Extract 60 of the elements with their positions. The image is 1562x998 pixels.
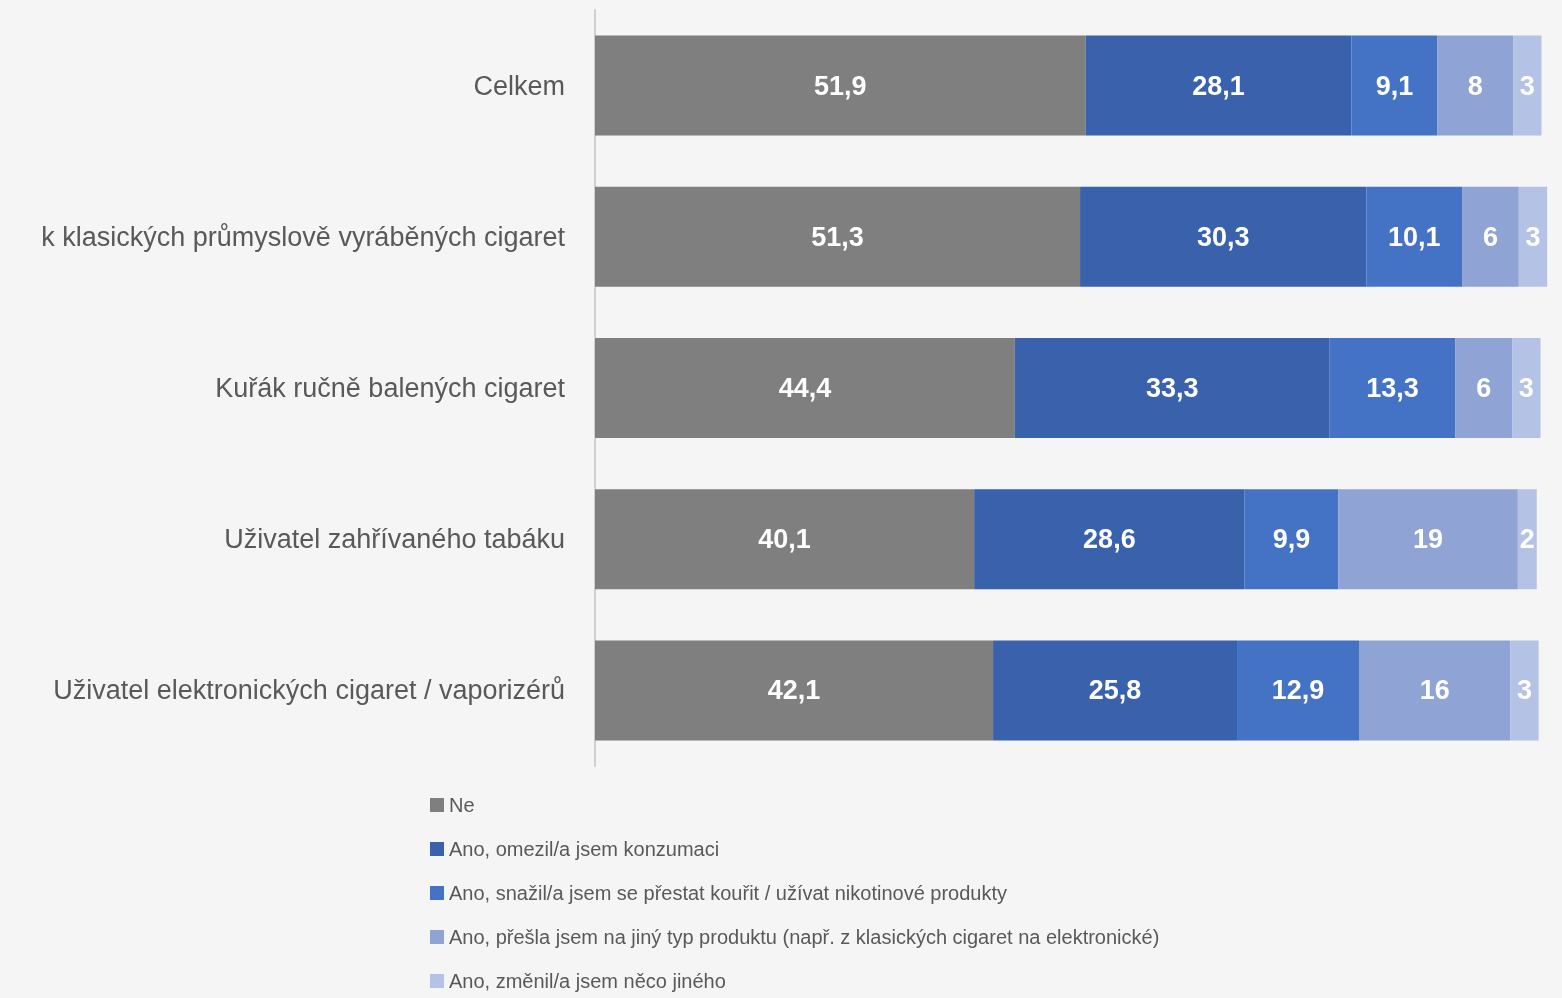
data-label: 9,1 [1375, 70, 1414, 101]
data-label: 16 [1419, 675, 1450, 706]
bar [595, 338, 1015, 438]
bar [595, 489, 975, 590]
legend-label: Ano, změnil/a jsem něco jiného [449, 970, 726, 992]
data-label: 25,8 [1088, 675, 1142, 706]
data-label: 8 [1467, 70, 1483, 101]
legend-label: Ano, omezil/a jsem konzumaci [449, 838, 720, 860]
bar [1085, 35, 1352, 136]
bar [993, 640, 1238, 741]
bar [1455, 338, 1513, 438]
data-label: 51,9 [814, 70, 867, 101]
data-label: 6 [1476, 373, 1492, 403]
data-label: 9,9 [1272, 524, 1311, 555]
bar [595, 640, 994, 741]
bar [1366, 186, 1463, 287]
bar [1359, 640, 1511, 741]
data-label: 3 [1525, 221, 1541, 252]
bar [1080, 186, 1367, 287]
bar [1244, 489, 1339, 590]
data-label: 28,1 [1192, 70, 1245, 101]
data-label: 40,1 [758, 524, 811, 555]
bar [1518, 186, 1548, 287]
data-label: 6 [1482, 221, 1498, 252]
bar [595, 35, 1086, 136]
bar [1513, 35, 1542, 136]
bar [974, 489, 1245, 590]
data-label: 3 [1518, 373, 1534, 403]
y-tick-label: k klasických průmyslově vyráběných cigaret [41, 221, 566, 252]
bar [1517, 489, 1537, 590]
data-label: 51,3 [811, 221, 864, 252]
data-label: 3 [1519, 70, 1535, 101]
bar [1014, 338, 1330, 438]
data-label: 30,3 [1197, 221, 1250, 252]
bar [1462, 186, 1519, 287]
bar [1237, 640, 1359, 741]
data-label: 33,3 [1145, 373, 1199, 403]
legend-label: Ne [449, 794, 475, 816]
data-label: 12,9 [1271, 675, 1325, 706]
legend-label: Ano, přešla jsem na jiný typ produktu (např. z klasických cigaret na elektronické) [449, 926, 1160, 948]
data-label: 44,4 [778, 373, 832, 403]
y-tick-label: Uživatel zahřívaného tabáku [224, 524, 565, 555]
data-label: 2 [1519, 524, 1535, 555]
bar [595, 186, 1081, 287]
data-label: 42,1 [767, 675, 821, 706]
data-label: 19 [1413, 524, 1444, 555]
bar [1510, 640, 1539, 741]
bar [1512, 338, 1541, 438]
data-label: 13,3 [1366, 373, 1419, 403]
y-tick-label: Celkem [473, 70, 565, 101]
y-tick-label: Uživatel elektronických cigaret / vaporizérů [53, 675, 565, 706]
y-tick-label: Kuřák ručně balených cigaret [215, 373, 566, 403]
bar [1437, 35, 1514, 136]
data-label: 28,6 [1083, 524, 1136, 555]
bar [1338, 489, 1518, 590]
bar [1329, 338, 1456, 438]
legend-label: Ano, snažil/a jsem se přestat kouřit / užívat nikotinové produkty [449, 882, 1008, 904]
bar [1351, 35, 1438, 136]
data-label: 3 [1516, 675, 1532, 706]
data-label: 10,1 [1388, 221, 1441, 252]
